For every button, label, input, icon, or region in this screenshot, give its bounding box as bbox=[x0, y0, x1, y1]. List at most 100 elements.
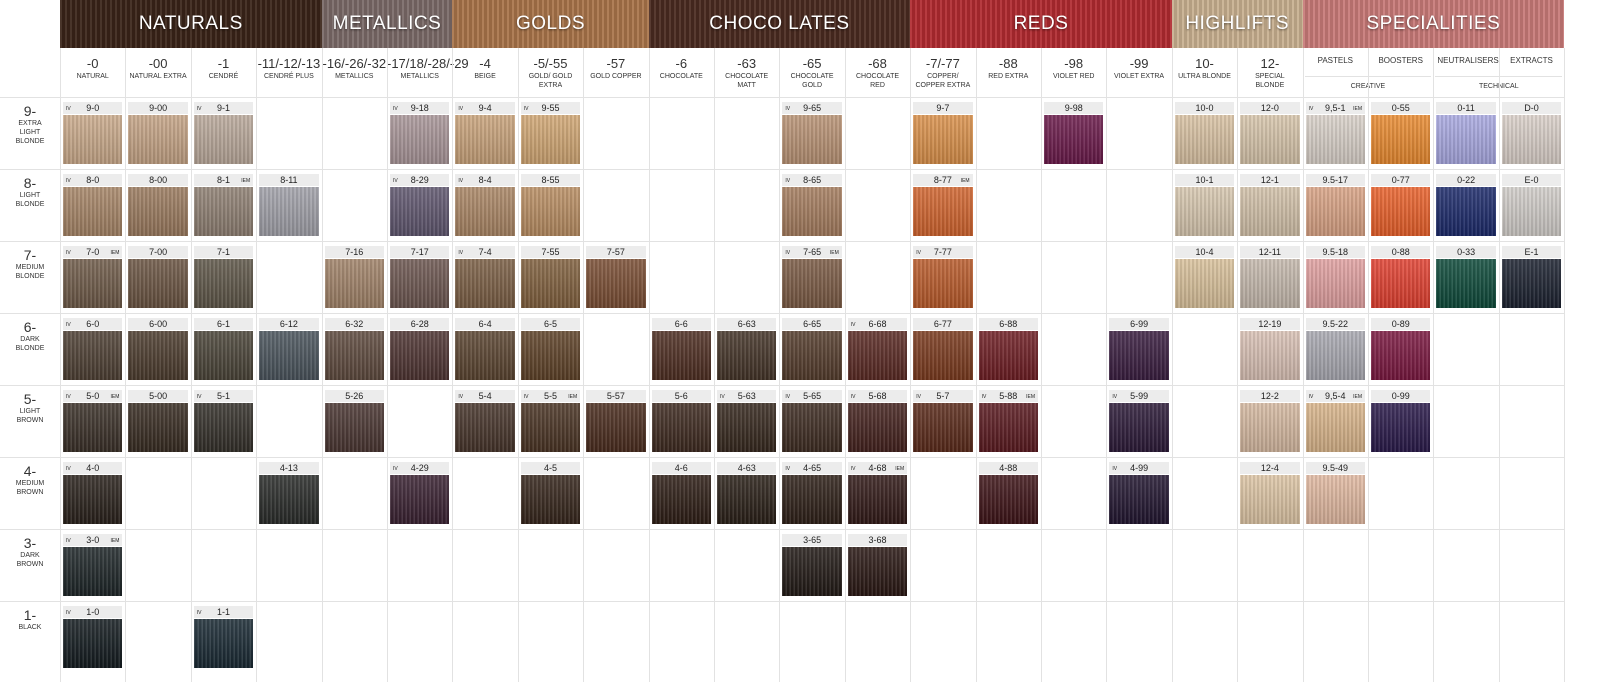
column-divider bbox=[1041, 48, 1042, 682]
shade-code: 6-68 bbox=[868, 319, 887, 329]
shade-code: 7-55 bbox=[541, 247, 560, 257]
hair-swatch bbox=[63, 187, 123, 236]
column-name: CHOCOLATE MATT bbox=[725, 73, 769, 89]
shade-code: 4-65 bbox=[803, 463, 822, 473]
row-name: DARK BROWN bbox=[16, 552, 44, 568]
shade-code: 8-29 bbox=[410, 175, 429, 185]
swatch-label: 9-0 IV bbox=[63, 102, 123, 114]
hair-swatch bbox=[128, 115, 188, 164]
swatch-label: 7-77 IV bbox=[913, 246, 973, 258]
shade-code: 5-99 bbox=[1130, 391, 1149, 401]
hair-swatch bbox=[847, 547, 908, 596]
shade-code: 7-65 bbox=[803, 247, 822, 257]
iv-marker: IV bbox=[916, 394, 921, 400]
swatch-label: 4-65 IV bbox=[782, 462, 842, 474]
hair-swatch bbox=[1501, 187, 1562, 236]
iv-marker: IV bbox=[1308, 106, 1314, 112]
hair-swatch bbox=[63, 475, 123, 524]
shade-code: 5-65 bbox=[803, 391, 822, 401]
column-divider bbox=[714, 48, 715, 682]
swatch-label: 0-11 bbox=[1436, 102, 1496, 114]
column-divider bbox=[517, 48, 519, 682]
iem-marker: IEM bbox=[110, 250, 120, 256]
swatch-label: 7-65 IV IEM bbox=[782, 246, 842, 258]
shade-code: 9.5-22 bbox=[1322, 319, 1349, 329]
hair-swatch bbox=[847, 403, 908, 452]
hair-swatch bbox=[717, 475, 777, 524]
iem-marker: IEM bbox=[1026, 394, 1035, 400]
hair-swatch bbox=[193, 115, 254, 164]
swatch-label: 6-63 bbox=[717, 318, 777, 330]
shade-code: 12-19 bbox=[1258, 319, 1282, 329]
iv-marker: IV bbox=[66, 538, 71, 544]
hair-swatch bbox=[1044, 115, 1104, 164]
hair-swatch bbox=[390, 115, 450, 164]
swatch-label: 8-00 bbox=[128, 174, 188, 186]
shade-code: 6-6 bbox=[674, 319, 688, 329]
shade-code: 1-1 bbox=[216, 607, 230, 617]
group-title: GOLDS bbox=[515, 13, 585, 34]
iv-marker: IV bbox=[458, 106, 464, 112]
column-name: RED EXTRA bbox=[988, 73, 1029, 80]
column-code: -65 bbox=[802, 56, 822, 71]
group-header: NATURALS bbox=[60, 0, 322, 48]
swatch-label: 9-65 IV bbox=[782, 102, 842, 114]
hair-swatch bbox=[978, 403, 1038, 452]
column-name: EXTRACTS bbox=[1510, 56, 1553, 65]
column-divider bbox=[910, 48, 912, 682]
row-level: 9- bbox=[23, 103, 37, 119]
shade-code: 0-89 bbox=[1391, 319, 1410, 329]
swatch-label: 7-55 bbox=[520, 246, 581, 258]
iv-marker: IV bbox=[1112, 394, 1118, 400]
hair-swatch bbox=[324, 331, 384, 380]
swatch-label: 9.5-49 bbox=[1305, 462, 1365, 474]
iv-marker: IV bbox=[785, 106, 791, 112]
iv-marker: IV bbox=[850, 394, 856, 400]
swatch-label: 9-55 IV bbox=[520, 102, 581, 114]
shade-code: 5-68 bbox=[868, 391, 887, 401]
row-level: 5- bbox=[23, 391, 37, 407]
shade-code: 7-57 bbox=[606, 247, 625, 257]
column-name: ULTRA BLONDE bbox=[1178, 73, 1231, 80]
column-divider bbox=[844, 48, 846, 682]
hair-swatch bbox=[782, 475, 842, 524]
group-title: REDS bbox=[1013, 13, 1069, 34]
swatch-label: 5-5 IV IEM bbox=[520, 390, 581, 402]
shade-code: 12-1 bbox=[1260, 175, 1279, 185]
swatch-label: 6-65 bbox=[782, 318, 842, 330]
swatch-label: 5-0 IV IEM bbox=[63, 390, 123, 402]
iv-marker: IV bbox=[393, 466, 398, 472]
column-name: VIOLET EXTRA bbox=[1114, 73, 1165, 80]
column-name: CENDRÉ PLUS bbox=[263, 73, 314, 80]
group-header: METALLICS bbox=[321, 0, 453, 48]
hair-swatch bbox=[324, 403, 384, 452]
group-header: CHOCO LATES bbox=[648, 0, 911, 48]
shade-code: 9,5-1 bbox=[1325, 103, 1346, 113]
swatch-label: 6-6 bbox=[651, 318, 711, 330]
swatch-label: 8-0 IV bbox=[63, 174, 123, 186]
hair-swatch bbox=[1240, 475, 1300, 524]
hair-swatch bbox=[390, 259, 450, 308]
column-name: BOOSTERS bbox=[1378, 56, 1423, 65]
shade-code: 4-0 bbox=[86, 463, 100, 473]
subgroup-rule bbox=[1304, 76, 1432, 77]
swatch-label: 7-16 bbox=[324, 246, 384, 258]
swatch-label: 5-57 bbox=[586, 390, 646, 402]
column-code: -6 bbox=[675, 56, 688, 71]
column-divider bbox=[452, 48, 454, 682]
shade-code: 8-55 bbox=[541, 175, 560, 185]
swatch-label: 9-18 IV bbox=[390, 102, 450, 114]
swatch-label: 6-4 bbox=[455, 318, 515, 330]
swatch-label: 5-63 IV bbox=[717, 390, 777, 402]
column-code: -99 bbox=[1129, 56, 1149, 71]
swatch-label: 4-6 bbox=[651, 462, 711, 474]
iv-marker: IV bbox=[196, 610, 202, 616]
shade-code: 7-1 bbox=[216, 247, 230, 257]
shade-code: 9.5-18 bbox=[1322, 247, 1349, 257]
row-divider bbox=[0, 601, 1565, 602]
shade-code: 4-63 bbox=[737, 463, 756, 473]
group-header: HIGHLIFTS bbox=[1171, 0, 1303, 48]
hair-swatch bbox=[1371, 259, 1431, 308]
column-code: -1 bbox=[217, 56, 230, 71]
shade-code: 6-88 bbox=[999, 319, 1018, 329]
